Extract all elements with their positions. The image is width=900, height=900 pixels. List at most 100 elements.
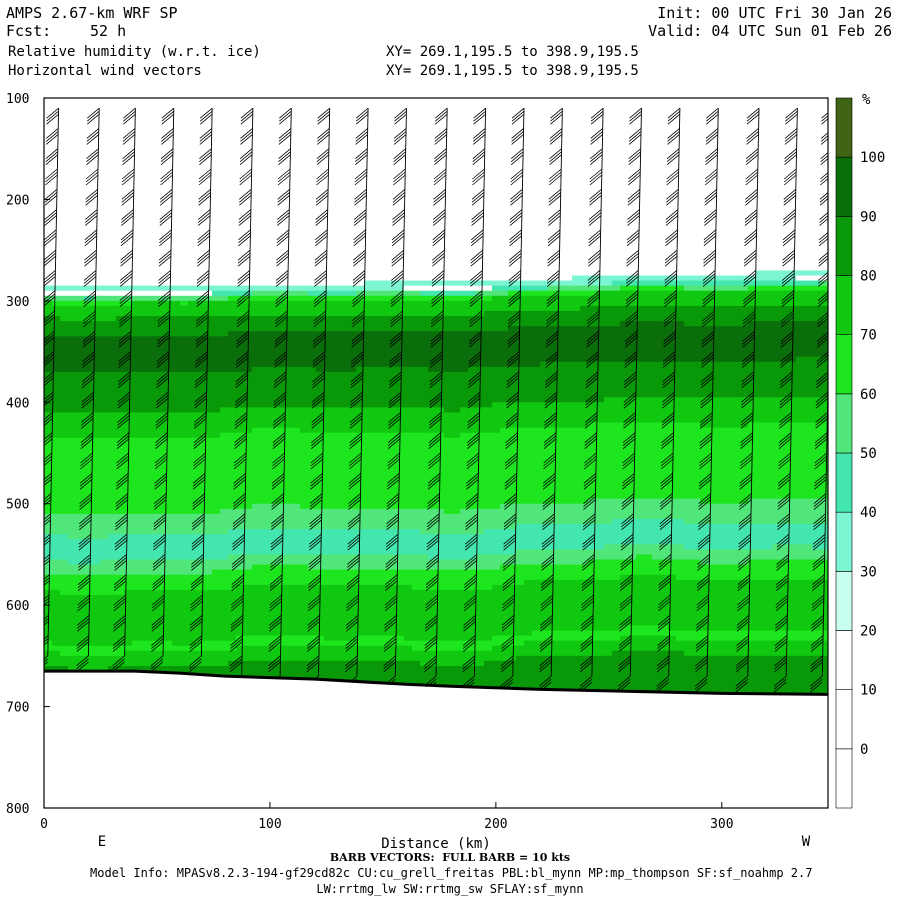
rh-cell	[140, 143, 149, 150]
rh-cell	[140, 397, 149, 403]
rh-cell	[132, 351, 141, 358]
rh-cell	[204, 630, 213, 637]
rh-cell	[196, 260, 205, 266]
rh-cell	[284, 224, 293, 231]
rh-cell	[92, 346, 101, 353]
rh-cell	[124, 295, 133, 302]
rh-cell	[188, 584, 197, 591]
rh-cell	[116, 412, 125, 418]
rh-cell	[180, 569, 189, 576]
rh-cell	[188, 407, 197, 413]
rh-cell	[212, 569, 221, 576]
rh-cell	[372, 503, 381, 510]
rh-cell	[316, 321, 325, 327]
rh-cell	[124, 524, 133, 530]
rh-cell	[60, 128, 69, 134]
rh-cell	[348, 270, 357, 276]
rh-cell	[76, 148, 85, 155]
rh-cell	[76, 412, 85, 418]
rh-cell	[236, 539, 245, 545]
rh-cell	[180, 595, 189, 601]
rh-cell	[124, 569, 133, 576]
rh-cell	[348, 564, 357, 571]
rh-cell	[52, 311, 61, 317]
rh-cell	[116, 569, 125, 576]
rh-cell	[348, 361, 357, 368]
rh-cell	[364, 234, 373, 241]
rh-cell	[148, 305, 157, 312]
rh-cell	[260, 336, 269, 342]
rh-cell	[52, 503, 61, 510]
rh-cell	[180, 544, 189, 550]
rh-cell	[172, 184, 181, 190]
rh-cell	[300, 412, 309, 418]
rh-cell	[348, 214, 357, 221]
rh-cell	[356, 610, 365, 616]
rh-cell	[260, 204, 269, 211]
rh-cell	[340, 493, 349, 500]
rh-cell	[52, 610, 61, 616]
rh-cell	[52, 346, 61, 353]
rh-cell	[52, 300, 61, 307]
rh-cell	[44, 98, 53, 104]
rh-cell	[44, 447, 53, 454]
rh-cell	[180, 103, 189, 109]
rh-cell	[92, 574, 101, 581]
rh-cell	[220, 645, 229, 652]
rh-cell	[44, 660, 53, 667]
rh-cell	[268, 544, 277, 550]
rh-cell	[180, 356, 189, 363]
rh-cell	[372, 128, 381, 134]
rh-cell	[164, 153, 173, 160]
rh-cell	[148, 356, 157, 363]
rh-cell	[260, 660, 269, 667]
rh-cell	[188, 229, 197, 236]
rh-cell	[372, 204, 381, 211]
rh-cell	[196, 589, 205, 596]
rh-cell	[76, 508, 85, 515]
rh-cell	[92, 138, 101, 145]
rh-cell	[324, 376, 333, 383]
rh-cell	[172, 194, 181, 200]
rh-cell	[108, 174, 117, 180]
rh-cell	[156, 163, 165, 170]
rh-cell	[68, 376, 77, 383]
rh-cell	[236, 468, 245, 474]
rh-cell	[308, 260, 317, 266]
rh-cell	[260, 199, 269, 205]
rh-cell	[348, 382, 357, 388]
rh-cell	[68, 285, 77, 292]
rh-cell	[252, 605, 261, 611]
rh-cell	[380, 295, 389, 302]
rh-cell	[388, 463, 397, 469]
rh-cell	[348, 316, 357, 322]
rh-cell	[132, 123, 141, 129]
rh-cell	[196, 240, 205, 246]
rh-cell	[124, 265, 133, 271]
rh-cell	[324, 366, 333, 373]
rh-cell	[220, 229, 229, 236]
rh-cell	[212, 625, 221, 631]
rh-cell	[228, 346, 237, 353]
rh-cell	[204, 219, 213, 226]
rh-cell	[76, 326, 85, 332]
rh-cell	[276, 366, 285, 373]
rh-cell	[76, 442, 85, 449]
rh-cell	[268, 534, 277, 540]
rh-cell	[252, 407, 261, 413]
rh-cell	[260, 610, 269, 616]
rh-cell	[268, 336, 277, 342]
rh-cell	[108, 640, 117, 647]
rh-cell	[44, 488, 53, 495]
rh-cell	[348, 371, 357, 378]
rh-cell	[220, 534, 229, 540]
rh-cell	[212, 305, 221, 312]
rh-cell	[156, 442, 165, 449]
rh-cell	[164, 290, 173, 297]
rh-cell	[212, 427, 221, 434]
rh-cell	[244, 143, 253, 150]
rh-cell	[212, 498, 221, 505]
rh-cell	[68, 138, 77, 145]
rh-cell	[332, 321, 341, 327]
rh-cell	[332, 498, 341, 505]
